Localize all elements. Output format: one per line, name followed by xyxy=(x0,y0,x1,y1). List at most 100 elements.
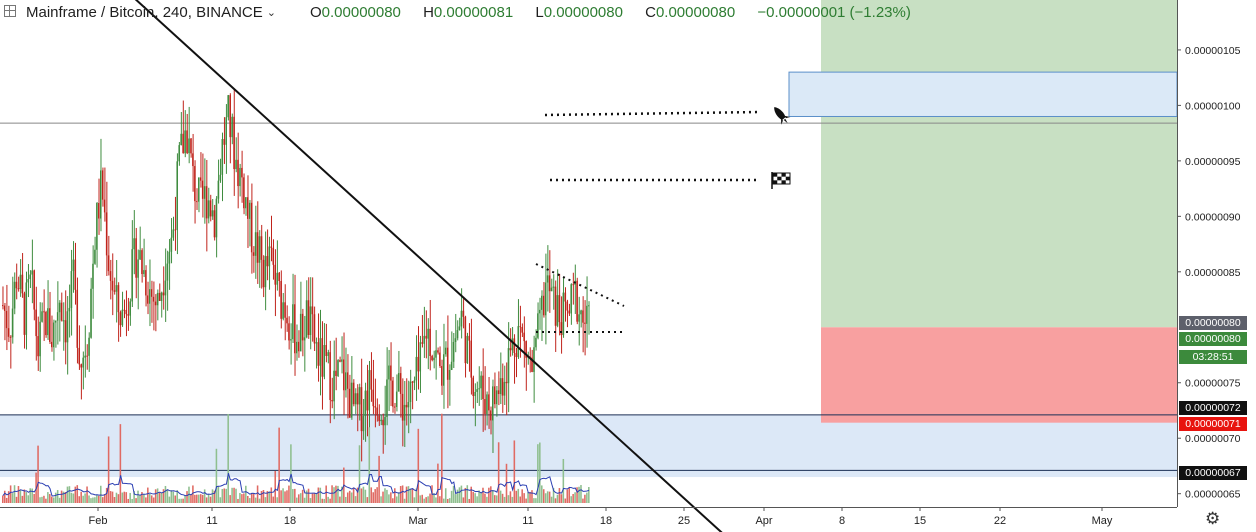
candle-body xyxy=(15,281,18,289)
volume-bar xyxy=(423,498,425,503)
volume-bar xyxy=(501,493,504,503)
volume-bar xyxy=(497,442,500,503)
price-tick-label: 0.00000065 xyxy=(1185,489,1241,501)
candle-body xyxy=(462,310,465,317)
volume-bar xyxy=(149,493,151,503)
candle-body xyxy=(149,289,151,304)
volume-bar xyxy=(252,493,255,503)
candle-body xyxy=(588,305,590,307)
volume-bar xyxy=(178,498,180,503)
volume-bar xyxy=(568,487,570,503)
candle-body xyxy=(272,247,275,265)
candle-body xyxy=(335,370,337,377)
candle-body xyxy=(350,382,353,418)
volume-bar xyxy=(299,493,302,503)
volume-bar xyxy=(174,495,177,503)
candle-body xyxy=(292,304,294,340)
candle-body xyxy=(531,357,533,372)
candle-body xyxy=(358,387,361,405)
volume-bar xyxy=(346,492,349,503)
volume-bar xyxy=(554,498,557,503)
volume-bar xyxy=(542,489,545,503)
volume-bar xyxy=(107,436,110,503)
volume-bar xyxy=(15,496,18,503)
volume-bar xyxy=(525,498,527,503)
candle-body xyxy=(327,352,329,356)
candle-body xyxy=(505,381,508,384)
volume-bar xyxy=(196,494,198,503)
time-tick-label: Feb xyxy=(89,515,108,527)
volume-bar xyxy=(266,491,269,503)
candle-body xyxy=(96,203,98,250)
candle-body xyxy=(60,302,63,321)
volume-bar xyxy=(411,488,414,503)
candle-body xyxy=(443,354,445,386)
time-tick-label: 22 xyxy=(994,515,1006,527)
volume-bar xyxy=(21,495,24,503)
volume-bar xyxy=(62,491,65,503)
ohlc-legend: O0.00000080 H0.00000081 L0.00000080 C0.0… xyxy=(310,4,929,21)
volume-bar xyxy=(546,491,549,503)
candle-body xyxy=(119,312,122,326)
candle-body xyxy=(266,256,269,267)
volume-bar xyxy=(517,488,520,503)
stop-level-tag: 0.00000071 xyxy=(1179,417,1247,431)
volume-bar xyxy=(133,491,135,503)
close-value: 0.00000080 xyxy=(655,3,736,21)
candle-body xyxy=(133,238,135,250)
volume-bar xyxy=(296,497,298,503)
volume-bar xyxy=(301,489,304,503)
volume-bar xyxy=(221,489,224,503)
volume-bar xyxy=(245,485,247,503)
checkered-flag-icon xyxy=(771,172,791,189)
volume-bar xyxy=(190,494,192,503)
volume-bar xyxy=(143,494,145,503)
volume-bar xyxy=(225,488,227,503)
volume-bar xyxy=(154,489,157,503)
volume-bar xyxy=(317,487,320,503)
volume-bar xyxy=(56,490,59,503)
price-tick-label: 0.00000090 xyxy=(1185,211,1241,223)
time-tick-label: Apr xyxy=(755,515,772,527)
candle-body xyxy=(35,309,37,337)
candle-body xyxy=(237,159,239,187)
candle-body xyxy=(135,238,137,278)
volume-bar xyxy=(531,490,533,503)
time-tick-label: Mar xyxy=(409,515,428,527)
candle-body xyxy=(409,381,412,403)
settings-gear-icon[interactable]: ⚙ xyxy=(1205,509,1221,528)
candle-body xyxy=(223,139,226,145)
time-tick-label: 8 xyxy=(839,515,845,527)
volume-bar xyxy=(570,496,572,503)
time-tick-label: 15 xyxy=(914,515,926,527)
volume-bar xyxy=(564,498,567,503)
volume-bar xyxy=(96,495,98,503)
chart-grid-icon[interactable] xyxy=(4,5,16,17)
volume-bar xyxy=(41,496,43,503)
candle-body xyxy=(250,202,253,253)
candle-body xyxy=(115,285,118,292)
candle-body xyxy=(454,338,457,342)
candle-body xyxy=(296,341,298,354)
volume-bar xyxy=(127,498,129,503)
candle-body xyxy=(82,357,84,368)
volume-bar xyxy=(131,498,133,503)
volume-bar xyxy=(566,489,569,503)
volume-bar xyxy=(74,486,77,503)
volume-bar xyxy=(219,497,222,503)
volume-bar xyxy=(364,489,367,503)
candle-body xyxy=(448,370,451,380)
candle-body xyxy=(421,342,423,344)
candle-body xyxy=(198,177,200,202)
candle-body xyxy=(245,197,247,209)
chevron-down-icon[interactable]: ⌄ xyxy=(266,6,276,19)
flag-check xyxy=(773,180,778,185)
symbol-title[interactable]: Mainframe / Bitcoin, 240, BINANCE xyxy=(26,3,263,21)
volume-bar xyxy=(435,497,437,503)
candle-body xyxy=(260,236,263,260)
candle-body xyxy=(315,342,318,344)
volume-bar xyxy=(515,490,518,503)
candle-body xyxy=(209,200,212,217)
